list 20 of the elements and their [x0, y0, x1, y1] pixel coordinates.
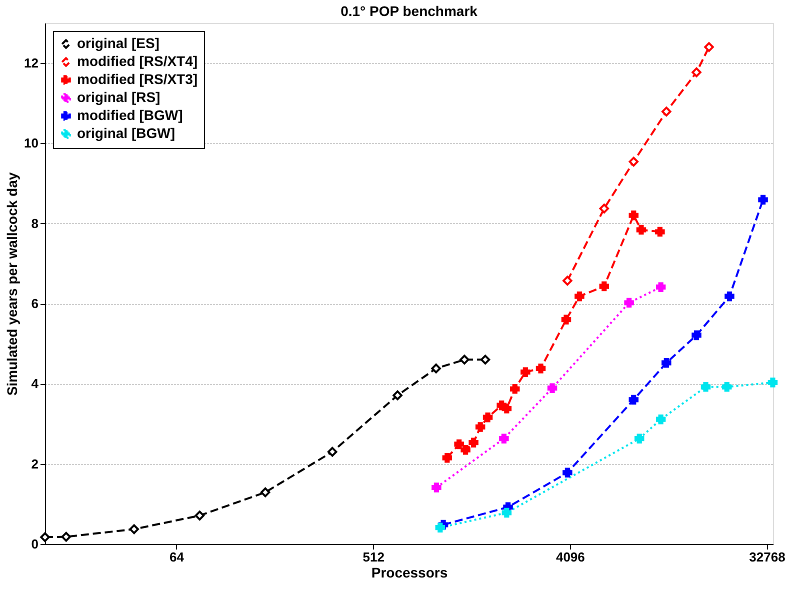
legend-label: modified [BGW] — [77, 107, 183, 123]
legend-label: original [ES] — [77, 35, 160, 51]
y-tick-label: 4 — [31, 376, 40, 392]
x-axis-title: Processors — [371, 564, 448, 580]
legend-label: original [BGW] — [77, 125, 175, 141]
y-tick-label: 12 — [24, 56, 38, 71]
x-tick-label: 4096 — [556, 550, 585, 564]
chart-title: 0.1° POP benchmark — [340, 3, 478, 19]
legend-label: original [RS] — [77, 89, 160, 105]
x-tick-label: 64 — [169, 550, 185, 564]
y-tick-label: 2 — [31, 456, 38, 472]
y-tick-label: 10 — [24, 136, 38, 151]
x-tick-label: 512 — [362, 550, 384, 564]
legend-label: modified [RS/XT3] — [77, 71, 198, 87]
x-tick-label: 32768 — [749, 550, 786, 564]
y-tick-label: 6 — [31, 296, 38, 312]
y-tick-label: 8 — [31, 216, 38, 231]
y-tick-label: 0 — [31, 536, 38, 552]
y-axis-title: Simulated years per wallcock day — [4, 172, 20, 396]
legend-label: modified [RS/XT4] — [77, 53, 198, 69]
